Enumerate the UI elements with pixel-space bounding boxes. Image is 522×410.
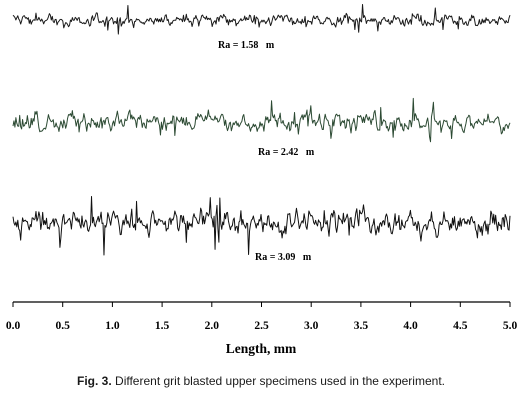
x-tick-label: 5.0 [503,320,518,332]
x-tick-label: 0.5 [56,320,71,332]
x-tick-label: 2.0 [205,320,220,332]
ra-label-3: Ra = 3.09 m [255,252,312,263]
profile-line-3 [12,196,511,256]
figure-caption-text: Different grit blasted upper specimens u… [111,374,445,388]
x-tick-label: 3.5 [354,320,369,332]
profile-line-2 [12,97,511,143]
x-tick-label: 3.0 [304,320,319,332]
x-tick-label: 1.5 [155,320,170,332]
x-tick-label: 0.0 [6,320,21,332]
profile-lines [12,3,511,256]
ra-label-1: Ra = 1.58 m [218,40,275,51]
x-tick-label: 4.0 [403,320,418,332]
x-tick-label: 1.0 [105,320,120,332]
ra-label-2: Ra = 2.42 m [258,147,315,158]
figure-caption-label: Fig. 3. [77,374,112,388]
x-tick-label: 4.5 [453,320,468,332]
figure-caption: Fig. 3. Different grit blasted upper spe… [0,374,522,388]
profile-line-1 [12,3,511,35]
x-axis-label: Length, mm [226,341,297,356]
x-tick-label: 2.5 [254,320,269,332]
x-axis-ticks: 0.0 0.5 1.0 1.5 2.0 2.5 3.0 3.5 4.0 4.5 5.0 [6,302,518,332]
